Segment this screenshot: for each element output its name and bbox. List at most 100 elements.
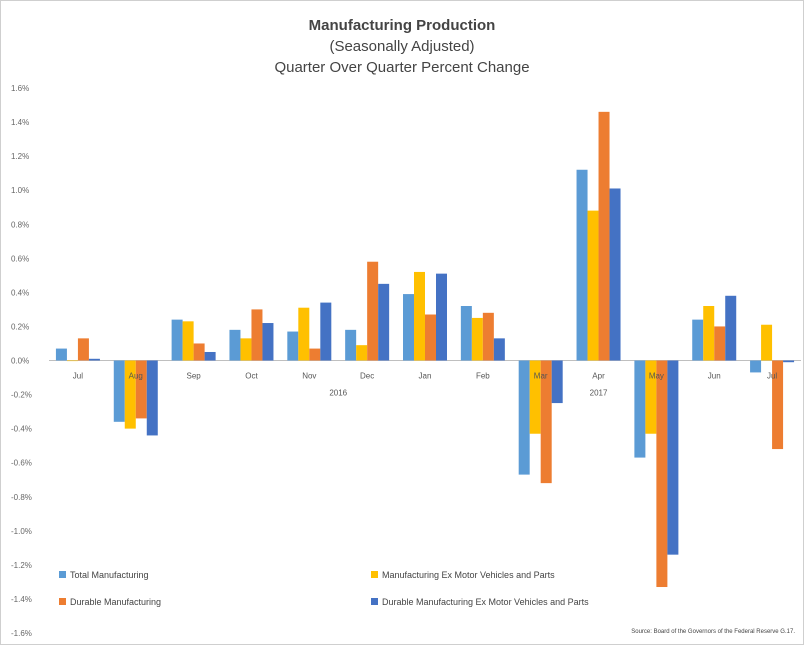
- bar: [609, 188, 621, 361]
- y-tick-label: 0.0%: [11, 357, 29, 366]
- bar: [403, 294, 414, 361]
- bar: [692, 319, 704, 361]
- category-label: Dec: [360, 372, 374, 381]
- bar: [425, 314, 436, 361]
- category-label: Feb: [476, 372, 490, 381]
- bars: [55, 111, 795, 588]
- bar: [251, 309, 263, 361]
- y-tick-label: 1.4%: [11, 118, 29, 127]
- bar: [171, 319, 183, 361]
- category-label: May: [649, 372, 664, 381]
- category-label: Sep: [186, 372, 201, 381]
- bar: [287, 331, 299, 361]
- y-tick-label: -1.4%: [11, 595, 32, 604]
- bar: [471, 317, 483, 361]
- y-tick-label: 0.8%: [11, 220, 29, 229]
- bar: [124, 360, 136, 429]
- category-label: Jul: [767, 372, 777, 381]
- bar: [460, 306, 472, 361]
- category-labels: Jul Aug Sep Oct Nov Dec Jan Feb Mar Apr May Jun Jul 2…: [73, 372, 778, 398]
- y-tick-label: 0.4%: [11, 288, 29, 297]
- bar: [667, 360, 679, 555]
- legend-label: Total Manufacturing: [70, 570, 149, 580]
- category-label: Oct: [245, 372, 258, 381]
- y-tick-label: -1.6%: [11, 629, 32, 638]
- bar: [414, 271, 425, 361]
- category-label: Nov: [302, 372, 316, 381]
- y-axis-ticks: 1.6% 1.4% 1.2% 1.0% 0.8% 0.6% 0.4% 0.2% 0.0% -0.2…: [11, 84, 32, 638]
- category-label: Apr: [592, 372, 605, 381]
- bar: [772, 360, 784, 450]
- y-tick-label: 1.0%: [11, 186, 29, 195]
- bar: [240, 338, 252, 361]
- bar: [262, 323, 274, 361]
- bar: [182, 321, 194, 361]
- bar: [703, 306, 715, 361]
- bar: [714, 326, 726, 361]
- category-label: Jan: [419, 372, 432, 381]
- bar: [135, 360, 147, 419]
- bar: [193, 343, 205, 361]
- bar: [320, 302, 332, 361]
- bar: [482, 312, 494, 361]
- category-label: Mar: [534, 372, 548, 381]
- y-tick-label: 1.2%: [11, 152, 29, 161]
- bar: [783, 360, 795, 363]
- y-tick-label: -0.4%: [11, 425, 32, 434]
- title-block: Manufacturing Production (Seasonally Adj…: [1, 15, 803, 78]
- y-tick-label: -0.8%: [11, 493, 32, 502]
- y-tick-label: 0.2%: [11, 322, 29, 331]
- bar: [750, 360, 762, 373]
- legend-swatch: [371, 571, 378, 578]
- bar: [66, 360, 78, 362]
- bar: [529, 360, 541, 434]
- bar: [113, 360, 125, 422]
- legend-label: Durable Manufacturing: [70, 597, 161, 607]
- year-label: 2016: [329, 389, 347, 398]
- legend-label: Manufacturing Ex Motor Vehicles and Part…: [382, 570, 555, 580]
- bar: [725, 295, 737, 361]
- bar: [493, 338, 505, 361]
- year-label: 2017: [590, 389, 608, 398]
- y-tick-label: 0.6%: [11, 254, 29, 263]
- bar: [436, 273, 447, 361]
- y-tick-label: -1.2%: [11, 561, 32, 570]
- bar: [367, 261, 379, 361]
- source-note: Source: Board of the Governors of the Fe…: [631, 629, 795, 635]
- legend-swatch: [59, 598, 66, 605]
- bar: [645, 360, 657, 434]
- bar: [587, 210, 599, 361]
- bar: [345, 329, 357, 361]
- category-label: Jul: [73, 372, 83, 381]
- legend-label: Durable Manufacturing Ex Motor Vehicles …: [382, 597, 589, 607]
- bar: [146, 360, 158, 436]
- legend: Total Manufacturing Manufacturing Ex Moto…: [59, 570, 589, 607]
- y-tick-label: -1.0%: [11, 527, 32, 536]
- bar: [378, 283, 390, 361]
- bar: [634, 360, 646, 458]
- chart-title: Manufacturing Production: [308, 17, 496, 34]
- bar: [540, 360, 552, 484]
- category-label: Aug: [129, 372, 143, 381]
- bar: [356, 345, 368, 361]
- bar: [598, 111, 610, 361]
- y-tick-label: -0.2%: [11, 391, 32, 400]
- bar: [309, 348, 321, 361]
- chart-subtitle: (Seasonally Adjusted): [329, 38, 475, 55]
- y-tick-label: -0.6%: [11, 459, 32, 468]
- category-label: Jun: [708, 372, 721, 381]
- bar: [518, 360, 530, 475]
- bar: [77, 338, 89, 361]
- chart-subtitle-2: Quarter Over Quarter Percent Change: [274, 59, 530, 76]
- bar: [576, 169, 588, 361]
- bar: [761, 324, 773, 361]
- legend-swatch: [59, 571, 66, 578]
- bar: [204, 351, 216, 361]
- bar: [55, 348, 67, 361]
- bar: [551, 360, 563, 404]
- legend-swatch: [371, 598, 378, 605]
- bar: [656, 360, 668, 588]
- y-tick-label: 1.6%: [11, 84, 29, 93]
